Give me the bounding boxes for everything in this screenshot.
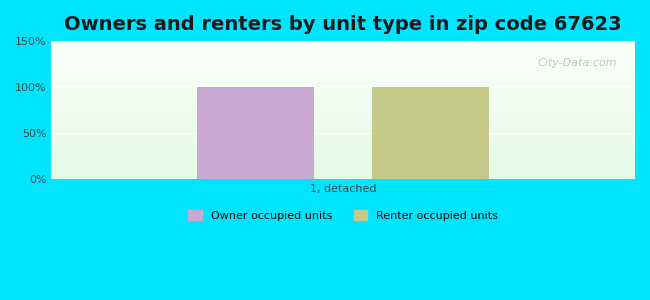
Bar [198,87,314,179]
Title: Owners and renters by unit type in zip code 67623: Owners and renters by unit type in zip c… [64,15,622,34]
Bar [372,87,489,179]
Legend: Owner occupied units, Renter occupied units: Owner occupied units, Renter occupied un… [184,206,502,226]
Text: City-Data.com: City-Data.com [538,58,617,68]
